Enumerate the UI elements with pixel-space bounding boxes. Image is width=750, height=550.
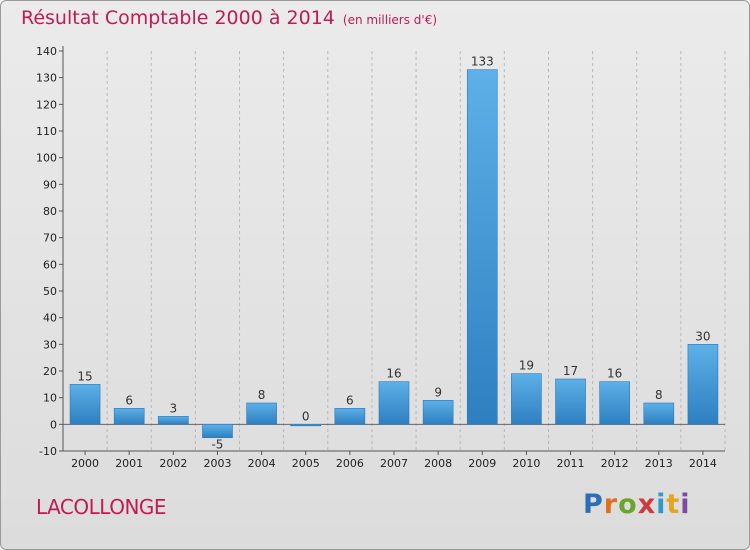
bar-2004 — [246, 402, 277, 425]
y-tick-label: -10 — [39, 445, 57, 458]
bar-2003 — [202, 424, 233, 438]
bar-2001 — [113, 408, 145, 425]
data-label-2011: 17 — [563, 364, 578, 378]
bar-2010 — [511, 373, 542, 425]
data-label-2001: 6 — [125, 393, 133, 407]
y-tick-label: 110 — [36, 125, 57, 138]
grid-lines — [62, 51, 726, 451]
x-tick-label: 2008 — [424, 457, 452, 470]
data-label-2006: 6 — [346, 393, 354, 407]
x-tick-label: 2001 — [115, 457, 143, 470]
bars — [69, 69, 719, 438]
y-tick-label: 0 — [50, 418, 57, 431]
y-tick-label: 30 — [43, 338, 57, 351]
bar-2014 — [687, 344, 719, 425]
y-tick-label: 140 — [36, 45, 57, 58]
bar-2005 — [290, 424, 322, 427]
bar-2000 — [69, 384, 101, 425]
bar-2011 — [555, 378, 586, 425]
y-tick-label: 100 — [36, 152, 57, 165]
chart-unit: (en milliers d'€) — [342, 13, 438, 27]
bar-2009 — [466, 69, 498, 425]
data-label-2014: 30 — [695, 329, 710, 343]
commune-name: LACOLLONGE — [36, 495, 167, 519]
data-label-2008: 9 — [434, 385, 442, 399]
data-label-2002: 3 — [170, 401, 178, 415]
x-tick-label: 2010 — [512, 457, 540, 470]
x-tick-label: 2000 — [71, 457, 99, 470]
data-label-2004: 8 — [258, 388, 266, 402]
x-tick-label: 2009 — [468, 457, 496, 470]
data-label-2007: 16 — [386, 367, 401, 381]
bar-2012 — [599, 381, 630, 425]
y-tick-label: 20 — [43, 365, 57, 378]
x-tick-label: 2013 — [645, 457, 673, 470]
bar-2006 — [334, 408, 366, 425]
bar-2007 — [378, 381, 410, 425]
bar-2008 — [422, 400, 454, 425]
x-tick-label: 2012 — [601, 457, 629, 470]
data-label-2010: 19 — [519, 359, 534, 373]
data-label-2003: -5 — [211, 438, 223, 452]
data-label-2005: 0 — [302, 409, 310, 423]
x-tick-label: 2006 — [336, 457, 364, 470]
bar-2002 — [158, 416, 189, 425]
data-label-2013: 8 — [655, 388, 663, 402]
data-label-2012: 16 — [607, 367, 622, 381]
y-tick-label: 120 — [36, 98, 57, 111]
x-tick-label: 2003 — [203, 457, 231, 470]
proxiti-logo: Proxiti — [583, 489, 691, 520]
x-tick-label: 2011 — [557, 457, 585, 470]
y-tick-label: 50 — [43, 285, 57, 298]
chart-title: Résultat Comptable 2000 à 2014 — [21, 7, 335, 29]
y-tick-label: 90 — [43, 178, 57, 191]
x-tick-label: 2014 — [689, 457, 717, 470]
y-tick-label: 80 — [43, 205, 57, 218]
data-label-2000: 15 — [77, 369, 92, 383]
y-tick-label: 70 — [43, 232, 57, 245]
y-tick-label: 60 — [43, 258, 57, 271]
bar-2013 — [643, 402, 675, 425]
x-tick-label: 2002 — [159, 457, 187, 470]
x-tick-label: 2005 — [292, 457, 320, 470]
y-tick-label: 130 — [36, 72, 57, 85]
data-labels: 15 6 3 -5 8 0 6 16 9 133 19 17 16 8 30 — [77, 55, 710, 452]
x-tick-label: 2007 — [380, 457, 408, 470]
x-tick-label: 2004 — [248, 457, 276, 470]
chart-title-block: Résultat Comptable 2000 à 2014 (en millie… — [21, 7, 437, 29]
y-tick-label: 10 — [43, 392, 57, 405]
y-tick-label: 40 — [43, 312, 57, 325]
data-label-2009: 133 — [471, 55, 494, 69]
